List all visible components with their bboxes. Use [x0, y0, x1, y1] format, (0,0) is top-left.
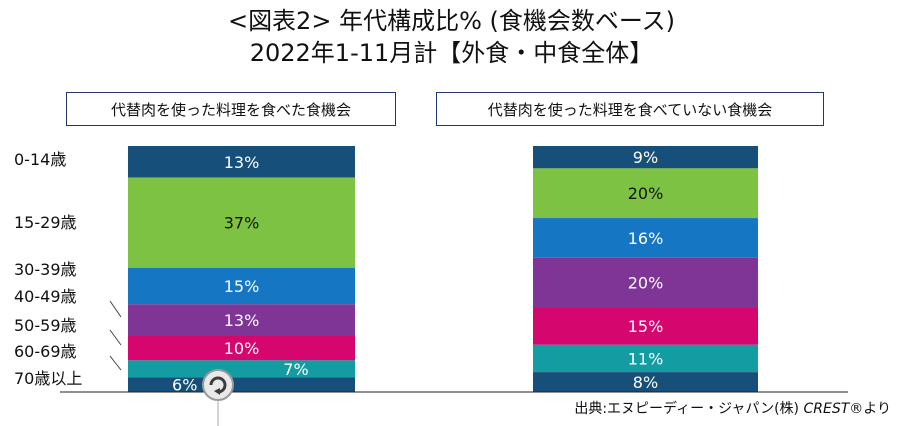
- leader-line-60-69: [109, 355, 122, 371]
- data-label-ate-1: 37%: [224, 214, 260, 233]
- chart-title-line1: <図表2> 年代構成比% (食機会数ベース): [227, 7, 676, 35]
- panel-label-no-alt-meat: 代替肉を使った料理を食べていない食機会: [436, 92, 824, 126]
- age-label-70-plus: 70歳以上: [14, 369, 83, 388]
- data-label-ate-3: 13%: [224, 311, 260, 330]
- bar-segment-notate-3: [533, 257, 758, 308]
- source-note: 出典:エヌピーディー・ジャパン(株) CREST®より: [574, 398, 891, 418]
- source-brand: CREST®: [803, 401, 864, 417]
- data-label-notate-4: 15%: [628, 317, 664, 336]
- bar-segment-notate-6: [533, 372, 758, 392]
- bar-segment-notate-4: [533, 307, 758, 345]
- bar-segment-ate-4: [128, 335, 355, 361]
- leader-line-50-59: [109, 329, 122, 346]
- data-label-notate-3: 20%: [628, 274, 664, 293]
- age-label-40-49: 40-49歳: [14, 287, 77, 306]
- age-label-0-14: 0-14歳: [14, 150, 67, 169]
- age-label-50-59: 50-59歳: [14, 316, 77, 335]
- refresh-icon[interactable]: [201, 368, 235, 402]
- age-label-15-29: 15-29歳: [14, 213, 77, 232]
- bar-segment-notate-5: [533, 344, 758, 373]
- leader-line-40-49: [109, 300, 122, 318]
- data-label-ate-2: 15%: [224, 277, 260, 296]
- data-label-notate-5: 11%: [628, 349, 664, 368]
- data-label-ate-0: 13%: [224, 153, 260, 172]
- bar-segment-notate-0: [533, 146, 758, 169]
- bar-segment-ate-6: [128, 377, 355, 392]
- data-label-notate-6: 8%: [633, 373, 658, 392]
- source-prefix: 出典:エヌピーディー・ジャパン(株): [574, 401, 804, 417]
- data-label-notate-1: 20%: [628, 184, 664, 203]
- age-label-30-39: 30-39歳: [14, 260, 77, 279]
- bar-segment-ate-1: [128, 177, 355, 268]
- age-label-60-69: 60-69歳: [14, 342, 77, 361]
- data-label-ate-6: 6%: [172, 376, 197, 395]
- chart-title-line2: 2022年1-11月計【外食・中食全体】: [249, 39, 654, 67]
- bar-segment-notate-2: [533, 218, 758, 258]
- bar-segment-ate-3: [128, 304, 355, 336]
- bar-segment-ate-0: [128, 146, 355, 178]
- data-label-ate-4: 10%: [224, 339, 260, 358]
- source-suffix: より: [863, 401, 891, 417]
- data-label-notate-2: 16%: [628, 229, 664, 248]
- bar-segment-notate-1: [533, 168, 758, 219]
- bar-segment-ate-2: [128, 267, 355, 305]
- data-label-ate-5: 7%: [283, 360, 308, 379]
- data-label-notate-0: 9%: [633, 148, 658, 167]
- bar-segment-ate-5: [128, 360, 355, 378]
- panel-label-ate-alt-meat: 代替肉を使った料理を食べた食機会: [66, 92, 396, 126]
